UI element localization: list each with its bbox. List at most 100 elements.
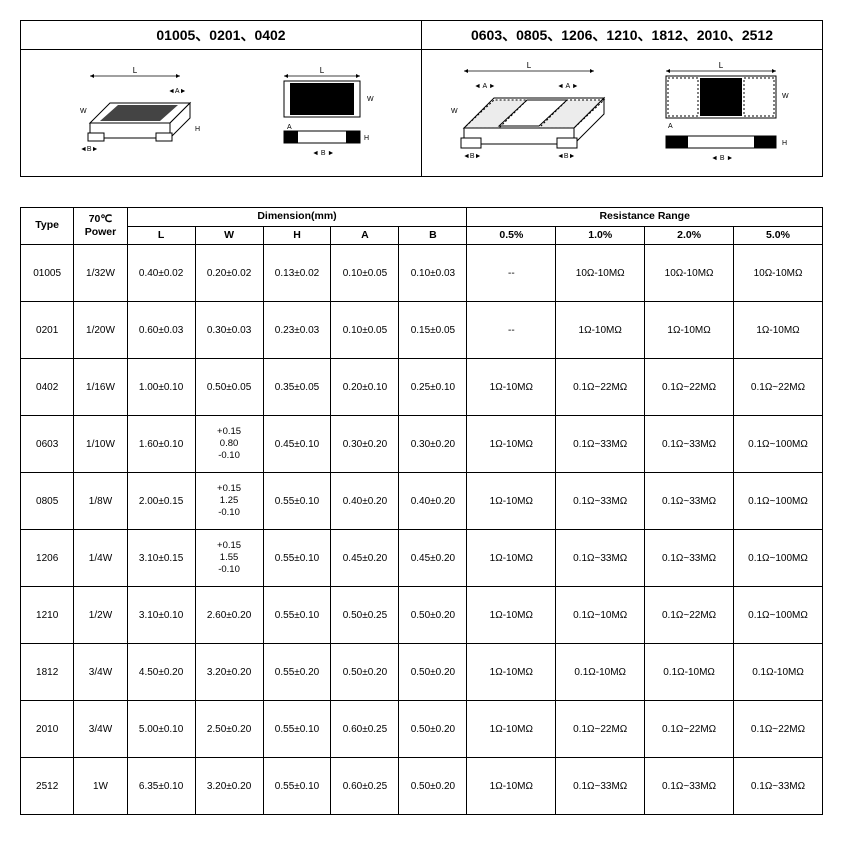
cell-type: 0201 (21, 302, 74, 359)
cell-W: 2.50±0.20 (195, 701, 263, 758)
cell-r20: 0.1Ω~33MΩ (645, 416, 734, 473)
cell-r05: 1Ω-10MΩ (467, 530, 556, 587)
cell-L: 3.10±0.10 (127, 587, 195, 644)
cell-L: 2.00±0.15 (127, 473, 195, 530)
cell-W: 3.20±0.20 (195, 758, 263, 815)
svg-text:◄B►: ◄B► (80, 146, 99, 153)
cell-A: 0.50±0.25 (331, 587, 399, 644)
cell-L: 3.10±0.15 (127, 530, 195, 587)
cell-r05: 1Ω-10MΩ (467, 701, 556, 758)
cell-L: 1.60±0.10 (127, 416, 195, 473)
cell-r50: 0.1Ω~22MΩ (734, 701, 823, 758)
cell-B: 0.50±0.20 (399, 587, 467, 644)
cell-r50: 1Ω-10MΩ (734, 302, 823, 359)
svg-text:W: W (451, 108, 458, 115)
table-row: 18123/4W4.50±0.203.20±0.200.55±0.200.50±… (21, 644, 823, 701)
chip-top-large-icon: L W A H ◄ B ► (656, 58, 806, 168)
cell-r20: 0.1Ω~33MΩ (645, 473, 734, 530)
cell-power: 1/8W (74, 473, 127, 530)
cell-r05: -- (467, 245, 556, 302)
cell-B: 0.40±0.20 (399, 473, 467, 530)
svg-text:W: W (782, 93, 789, 100)
cell-r50: 0.1Ω~100MΩ (734, 587, 823, 644)
cell-r05: 1Ω-10MΩ (467, 758, 556, 815)
svg-text:H: H (195, 126, 200, 133)
cell-r20: 0.1Ω~22MΩ (645, 701, 734, 758)
cell-type: 0603 (21, 416, 74, 473)
chip-topside-icon: L W A H ◄ B ► (272, 63, 382, 163)
cell-type: 1210 (21, 587, 74, 644)
th-type: Type (21, 208, 74, 245)
cell-power: 1/20W (74, 302, 127, 359)
cell-W: +0.15 0.80 -0.10 (195, 416, 263, 473)
cell-power: 1/16W (74, 359, 127, 416)
cell-A: 0.30±0.20 (331, 416, 399, 473)
th-res-group: Resistance Range (467, 208, 823, 227)
cell-r20: 1Ω-10MΩ (645, 302, 734, 359)
table-row: 04021/16W1.00±0.100.50±0.050.35±0.050.20… (21, 359, 823, 416)
svg-text:◄B►: ◄B► (557, 153, 576, 160)
cell-B: 0.15±0.05 (399, 302, 467, 359)
cell-r05: 1Ω-10MΩ (467, 359, 556, 416)
diagram-left-body: L W ◄B► ◄A► H L (21, 50, 421, 176)
cell-r10: 0.1Ω~10MΩ (556, 587, 645, 644)
cell-type: 1206 (21, 530, 74, 587)
th-dim-group: Dimension(mm) (127, 208, 467, 227)
th-power: 70℃ Power (74, 208, 127, 245)
cell-A: 0.60±0.25 (331, 758, 399, 815)
diagram-right: 0603、0805、1206、1210、1812、2010、2512 L W ◄… (422, 21, 822, 176)
cell-type: 1812 (21, 644, 74, 701)
svg-text:L: L (133, 66, 138, 75)
cell-A: 0.10±0.05 (331, 245, 399, 302)
svg-text:◄B►: ◄B► (463, 153, 482, 160)
diagram-right-title: 0603、0805、1206、1210、1812、2010、2512 (422, 21, 822, 50)
svg-text:◄A►: ◄A► (168, 88, 187, 95)
cell-A: 0.10±0.05 (331, 302, 399, 359)
cell-L: 0.40±0.02 (127, 245, 195, 302)
svg-text:W: W (80, 108, 87, 115)
cell-H: 0.23±0.03 (263, 302, 331, 359)
diagram-left-title: 01005、0201、0402 (21, 21, 421, 50)
table-row: 08051/8W2.00±0.15+0.15 1.25 -0.100.55±0.… (21, 473, 823, 530)
cell-B: 0.10±0.03 (399, 245, 467, 302)
cell-r05: -- (467, 302, 556, 359)
cell-B: 0.50±0.20 (399, 701, 467, 758)
cell-A: 0.50±0.20 (331, 644, 399, 701)
cell-power: 3/4W (74, 701, 127, 758)
table-row: 12101/2W3.10±0.102.60±0.200.55±0.100.50±… (21, 587, 823, 644)
cell-power: 1/32W (74, 245, 127, 302)
cell-r50: 0.1Ω~100MΩ (734, 530, 823, 587)
cell-r50: 0.1Ω~22MΩ (734, 359, 823, 416)
cell-r10: 0.1Ω~22MΩ (556, 359, 645, 416)
svg-text:H: H (782, 140, 787, 147)
th-B: B (399, 226, 467, 245)
cell-L: 6.35±0.10 (127, 758, 195, 815)
th-L: L (127, 226, 195, 245)
cell-type: 0805 (21, 473, 74, 530)
diagram-left: 01005、0201、0402 L W ◄B► ◄A► H (21, 21, 422, 176)
cell-r20: 0.1Ω~33MΩ (645, 758, 734, 815)
svg-text:H: H (364, 135, 369, 142)
cell-r10: 0.1Ω~33MΩ (556, 758, 645, 815)
th-A: A (331, 226, 399, 245)
chip-3d-large-icon: L W ◄ A ► ◄ A ► ◄B► ◄B► (439, 58, 639, 168)
cell-r05: 1Ω-10MΩ (467, 473, 556, 530)
cell-r05: 1Ω-10MΩ (467, 416, 556, 473)
cell-L: 1.00±0.10 (127, 359, 195, 416)
svg-text:L: L (526, 61, 531, 70)
cell-r50: 0.1Ω~100MΩ (734, 416, 823, 473)
cell-type: 01005 (21, 245, 74, 302)
table-row: 20103/4W5.00±0.102.50±0.200.55±0.100.60±… (21, 701, 823, 758)
cell-B: 0.25±0.10 (399, 359, 467, 416)
cell-power: 1W (74, 758, 127, 815)
cell-r20: 0.1Ω~22MΩ (645, 587, 734, 644)
cell-W: 3.20±0.20 (195, 644, 263, 701)
cell-type: 0402 (21, 359, 74, 416)
cell-H: 0.45±0.10 (263, 416, 331, 473)
cell-H: 0.55±0.10 (263, 473, 331, 530)
cell-r10: 0.1Ω~33MΩ (556, 530, 645, 587)
chip-3d-icon: L W ◄B► ◄A► H (60, 63, 210, 163)
cell-A: 0.60±0.25 (331, 701, 399, 758)
svg-text:W: W (367, 96, 374, 103)
cell-W: 0.50±0.05 (195, 359, 263, 416)
